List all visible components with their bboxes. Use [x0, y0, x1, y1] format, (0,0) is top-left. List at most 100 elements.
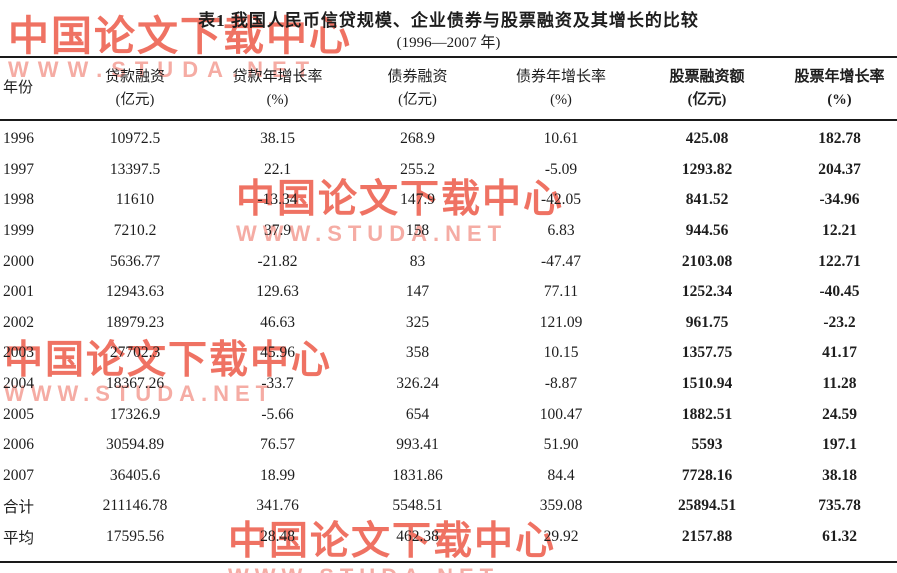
- table-row: 1997 13397.5 22.1 255.2 -5.09 1293.82 204.37: [0, 155, 897, 186]
- cell: 993.41: [396, 436, 439, 454]
- watermark-site-url: WWW.STUDA.NET: [228, 566, 499, 573]
- cell: -34.96: [819, 191, 860, 209]
- cell: -42.05: [540, 191, 582, 209]
- column-header-label: 贷款年增长率: [232, 68, 323, 85]
- cell: 84.4: [547, 466, 575, 484]
- cell: 36405.6: [109, 466, 161, 484]
- cell: 12943.63: [105, 283, 165, 301]
- cell: 7210.2: [113, 222, 157, 240]
- table-row: 2005 17326.9 -5.66 654 100.47 1882.51 24.59: [0, 399, 897, 430]
- cell: 1357.75: [681, 344, 733, 362]
- column-header-bond-growth: 债券年增长率 (%): [490, 58, 632, 119]
- cell: 10.15: [543, 344, 579, 362]
- cell: 12.21: [822, 222, 857, 240]
- column-header-unit: (%): [827, 91, 852, 108]
- cell: -33.7: [261, 375, 294, 393]
- table-row: 2002 18979.23 46.63 325 121.09 961.75 -23.2: [0, 308, 897, 339]
- table-row: 2007 36405.6 18.99 1831.86 84.4 7728.16 38.18: [0, 461, 897, 492]
- cell: 29.92: [543, 528, 579, 546]
- table-subtitle: (1996—2007 年): [396, 35, 501, 51]
- row-label: 2004: [3, 375, 34, 393]
- cell: 5636.77: [109, 252, 161, 270]
- cell: 41.17: [822, 344, 857, 362]
- cell: 211146.78: [102, 497, 168, 515]
- table-row: 1999 7210.2 37.9 158 6.83 944.56 12.21: [0, 216, 897, 247]
- cell: 735.78: [818, 497, 861, 515]
- watermark-site-url: WWW.STUDA.NET: [8, 57, 319, 82]
- cell: 11.28: [822, 375, 857, 393]
- cell: 425.08: [685, 130, 729, 148]
- cell: 197.1: [822, 436, 857, 454]
- cell: 341.76: [256, 497, 299, 515]
- column-header-loan-growth: 贷款年增长率 (%): [210, 58, 345, 119]
- cell: 961.75: [685, 313, 729, 331]
- cell: 5548.51: [392, 497, 443, 515]
- cell: 147.9: [400, 191, 435, 209]
- column-header-loan-financing: 贷款融资 (亿元): [60, 58, 210, 119]
- column-header-label: 年份: [3, 79, 34, 96]
- cell: 46.63: [260, 313, 295, 331]
- row-label: 2006: [3, 436, 34, 454]
- table-title: 表1 我国人民币信贷规模、企业债券与股票融资及其增长的比较: [198, 11, 699, 30]
- cell: 1831.86: [392, 466, 443, 484]
- cell: 24.59: [822, 405, 857, 423]
- table-top-rule: [0, 56, 897, 58]
- column-header-stock-growth: 股票年增长率 (%): [782, 58, 897, 119]
- column-header-label: 股票年增长率: [794, 68, 885, 85]
- row-label: 平均: [3, 530, 35, 548]
- cell: 27702.3: [109, 344, 161, 362]
- cell: 129.63: [256, 283, 299, 301]
- cell: 268.9: [400, 130, 435, 148]
- header-divider-rule: [0, 119, 897, 121]
- table-row: 1996 10972.5 38.15 268.9 10.61 425.08 182.78: [0, 124, 897, 155]
- table-row: 2001 12943.63 129.63 147 77.11 1252.34 -40.45: [0, 277, 897, 308]
- cell: 17326.9: [109, 405, 161, 423]
- column-header-label: 债券融资: [387, 68, 448, 85]
- cell: 11610: [115, 191, 155, 209]
- cell: -5.09: [544, 160, 578, 178]
- cell: 61.32: [822, 528, 857, 546]
- cell: 326.24: [396, 375, 439, 393]
- cell: 944.56: [685, 222, 729, 240]
- row-label: 合计: [3, 499, 35, 517]
- column-header-unit: (%): [266, 91, 289, 108]
- cell: -5.66: [261, 405, 294, 423]
- cell: 255.2: [400, 160, 435, 178]
- cell: 121.09: [539, 313, 583, 331]
- table-row: 平均 17595.56 28.48 462.38 29.92 2157.88 61.32: [0, 522, 897, 553]
- cell: 6.83: [547, 222, 575, 240]
- cell: 25894.51: [677, 497, 737, 515]
- cell: 22.1: [263, 160, 292, 178]
- cell: 51.90: [543, 436, 579, 454]
- cell: 2103.08: [681, 252, 733, 270]
- row-label: 1996: [3, 130, 34, 148]
- row-label: 2000: [3, 252, 34, 270]
- row-label: 2001: [3, 283, 34, 301]
- cell: 325: [405, 313, 430, 331]
- cell: 204.37: [818, 160, 861, 178]
- row-label: 1999: [3, 222, 34, 240]
- cell: 147: [405, 283, 430, 301]
- column-header-unit: (亿元): [115, 91, 155, 108]
- table-row: 2003 27702.3 45.96 358 10.15 1357.75 41.17: [0, 338, 897, 369]
- table-header-row: 年份 贷款融资 (亿元) 贷款年增长率 (%) 债券融资 (亿元) 债券年增长率…: [0, 58, 897, 119]
- watermark-logo: 中国论文下载中心: [236, 178, 565, 221]
- cell: 45.96: [260, 344, 295, 362]
- column-header-label: 股票融资额: [669, 68, 745, 85]
- column-header-stock-financing: 股票融资额 (亿元): [632, 58, 782, 119]
- cell: -13.34: [257, 191, 298, 209]
- column-header-bond-financing: 债券融资 (亿元): [345, 58, 490, 119]
- cell: 28.48: [260, 528, 295, 546]
- cell: 1882.51: [681, 405, 733, 423]
- cell: 18367.26: [105, 375, 165, 393]
- cell: 76.57: [260, 436, 295, 454]
- row-label: 2003: [3, 344, 34, 362]
- cell: 182.78: [818, 130, 861, 148]
- cell: -47.47: [540, 252, 582, 270]
- cell: 10972.5: [109, 130, 161, 148]
- column-header-unit: (亿元): [687, 91, 727, 108]
- cell: -8.87: [544, 375, 578, 393]
- cell: 1510.94: [681, 375, 733, 393]
- cell: 841.52: [685, 191, 729, 209]
